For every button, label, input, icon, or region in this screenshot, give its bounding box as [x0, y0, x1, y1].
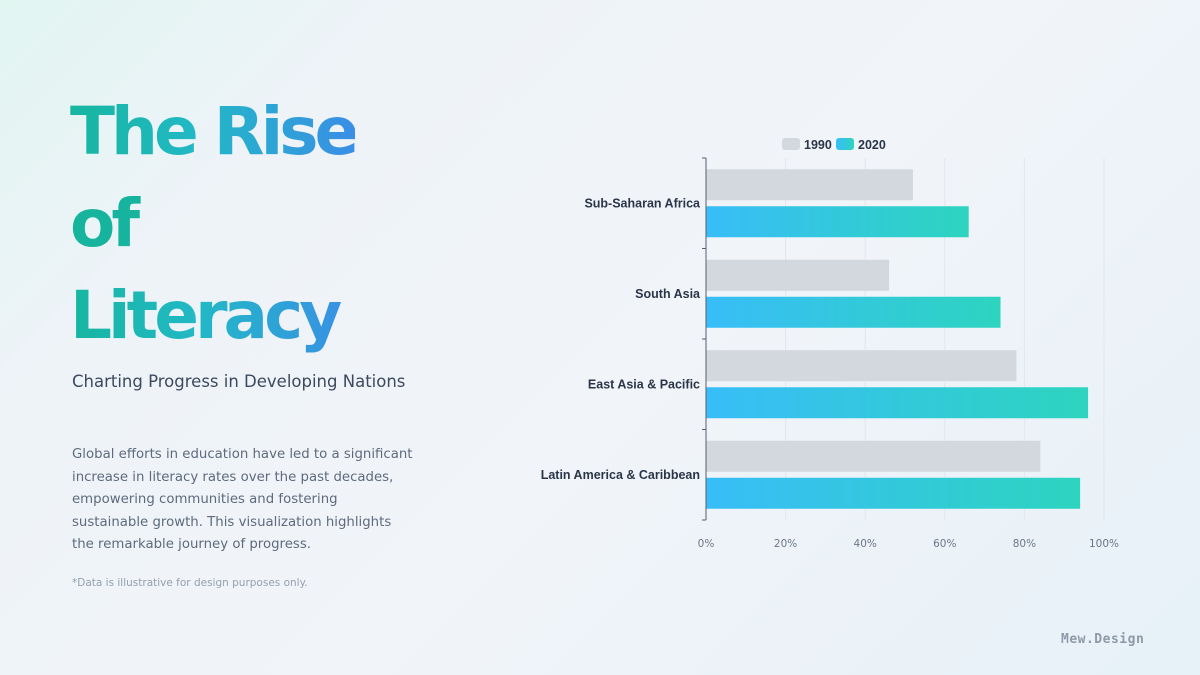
bar-1990-1 — [706, 259, 890, 291]
title-line-3: Literacy — [70, 270, 355, 362]
x-tick-label-60: 60% — [933, 538, 956, 550]
x-tick-label-100: 100% — [1089, 538, 1119, 550]
bar-2020-3 — [706, 477, 1081, 509]
bar-2020-0 — [706, 206, 969, 238]
legend-label-2020: 2020 — [858, 138, 886, 152]
subtitle: Charting Progress in Developing Nations — [72, 372, 406, 391]
x-tick-label-80: 80% — [1013, 538, 1036, 550]
legend-swatch-2020 — [836, 138, 854, 150]
bar-2020-2 — [706, 387, 1089, 419]
bar-1990-2 — [706, 350, 1017, 382]
chart-labels: 0% 20% 40% 60% 80% 100% Sub-Saharan Africa Sout… — [541, 196, 1119, 550]
bar-2020-1 — [706, 296, 1001, 328]
title-line-1: The Rise — [70, 86, 359, 178]
category-label-1: South Asia — [635, 287, 701, 301]
title-line-2: of — [70, 178, 355, 270]
bar-1990-3 — [706, 440, 1041, 472]
category-label-3: Latin America & Caribbean — [541, 468, 700, 482]
x-tick-label-20: 20% — [774, 538, 797, 550]
description: Global efforts in education have led to … — [72, 447, 413, 552]
category-label-0: Sub-Saharan Africa — [584, 196, 701, 210]
brand-logo: Mew.Design — [1061, 632, 1145, 647]
legend-label-1990: 1990 — [804, 138, 832, 152]
footnote: *Data is illustrative for design purpose… — [72, 577, 308, 589]
chart-legend: 1990 2020 — [782, 138, 886, 152]
bar-1990-0 — [706, 169, 913, 201]
chart-axes — [702, 157, 707, 521]
x-tick-label-40: 40% — [854, 538, 877, 550]
chart-bars — [706, 169, 1089, 509]
page-title: The Rise of Literacy — [70, 86, 359, 362]
legend-swatch-1990 — [782, 138, 800, 150]
x-tick-label-0: 0% — [698, 538, 715, 550]
category-label-2: East Asia & Pacific — [588, 377, 700, 391]
